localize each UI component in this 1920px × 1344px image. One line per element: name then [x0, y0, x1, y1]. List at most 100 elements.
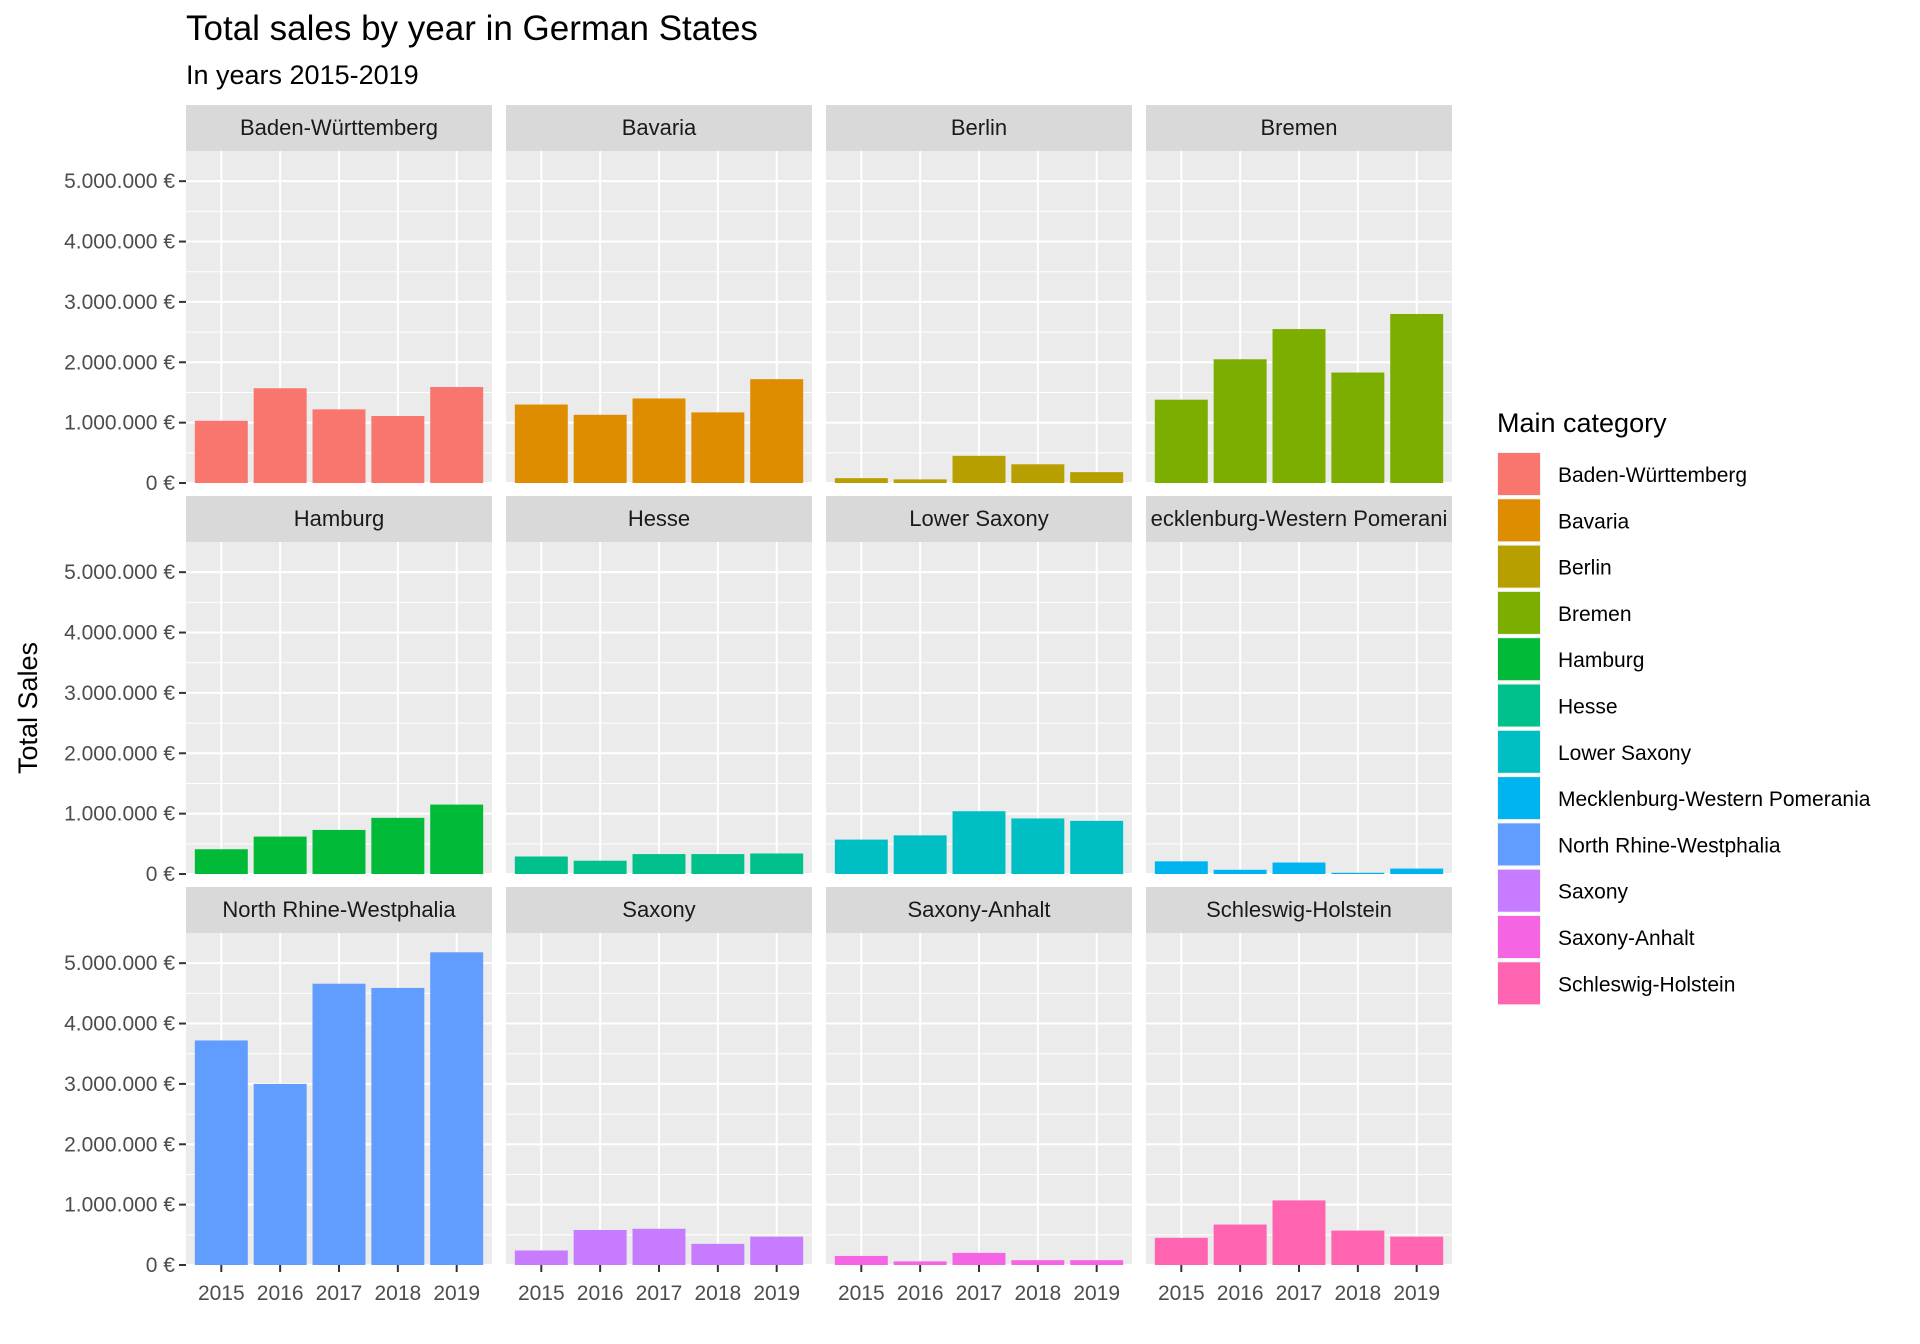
legend-item: Saxony-Anhalt: [1497, 915, 1695, 959]
x-tick-label: 2016: [897, 1282, 944, 1305]
chart-title: Total sales by year in German States: [186, 9, 758, 48]
bar: [1331, 872, 1385, 874]
x-tick-label: 2016: [1217, 1282, 1264, 1305]
facet-strip-label: Saxony: [622, 897, 695, 922]
bar: [253, 1083, 307, 1265]
y-tick-label: 5.000.000 €: [64, 952, 175, 975]
facet-panel: Bavaria: [506, 105, 812, 484]
facet-strip-label: Hamburg: [294, 506, 384, 531]
facet-strip: [826, 496, 1132, 542]
legend-label: Hamburg: [1558, 649, 1644, 672]
facet-strip-label: Baden-Württemberg: [240, 115, 438, 140]
bar: [573, 414, 627, 483]
bar: [834, 1255, 888, 1265]
bar: [834, 839, 888, 874]
legend-swatch: [1498, 638, 1540, 681]
bar: [1390, 313, 1444, 483]
bar: [952, 1252, 1006, 1265]
x-tick-label: 2017: [636, 1282, 683, 1305]
facet-panel: Baden-Württemberg 0 € 1.000.000 € 2.000.000…: [64, 105, 492, 495]
legend-item: Bremen: [1497, 590, 1632, 635]
bar: [691, 854, 745, 874]
bar: [750, 1236, 804, 1265]
facet-strip-label: Bremen: [1260, 115, 1337, 140]
bar: [194, 849, 248, 874]
legend-label: Lower Saxony: [1558, 742, 1692, 765]
x-tick-label: 2019: [433, 1282, 480, 1305]
bar: [1070, 1260, 1124, 1265]
facet-strip: [1146, 887, 1452, 933]
x-tick-label: 2018: [374, 1282, 421, 1305]
bar: [1011, 1260, 1065, 1265]
x-tick-label: 2015: [198, 1282, 245, 1305]
y-tick-label: 4.000.000 €: [64, 622, 175, 645]
facet-panel: North Rhine-Westphalia 0 € 1.000.000 € 2.00…: [64, 887, 492, 1305]
bar: [750, 853, 804, 874]
facet-panel: Schleswig-Holstein 2015 2016 2017 2018 2019: [1146, 887, 1452, 1305]
bar: [1154, 861, 1208, 874]
legend-item: Lower Saxony: [1497, 729, 1692, 774]
y-tick-label: 2.000.000 €: [64, 1133, 175, 1156]
legend-item: Hesse: [1497, 683, 1618, 728]
y-tick-label: 1.000.000 €: [64, 803, 175, 826]
legend-item: Baden-Württemberg: [1497, 452, 1747, 496]
x-tick-label: 2018: [1334, 1282, 1381, 1305]
bar: [952, 455, 1006, 483]
facet-strip: [186, 496, 492, 542]
facet-strip: [826, 105, 1132, 151]
legend-swatch: [1498, 962, 1540, 1005]
legend-swatch: [1498, 777, 1540, 820]
bar: [1213, 1224, 1267, 1265]
facet-strip: [826, 887, 1132, 933]
legend-item: Berlin: [1497, 544, 1612, 589]
facet-strip-label: Lower Saxony: [909, 506, 1048, 531]
facet-strip-label: Hesse: [628, 506, 690, 531]
bar: [1154, 399, 1208, 483]
legend-item: Schleswig-Holstein: [1497, 961, 1735, 1006]
legend-swatch: [1498, 453, 1540, 495]
bar: [514, 1250, 568, 1265]
legend-label: Mecklenburg-Western Pomerania: [1558, 788, 1871, 811]
x-tick-label: 2018: [694, 1282, 741, 1305]
bar: [1213, 869, 1267, 874]
legend-item: North Rhine-Westphalia: [1497, 822, 1781, 867]
y-tick-label: 5.000.000 €: [64, 561, 175, 584]
bar: [1070, 820, 1124, 874]
bar: [1331, 1230, 1385, 1265]
legend-label: Schleswig-Holstein: [1558, 973, 1735, 996]
facet-strip-label: Bavaria: [622, 115, 697, 140]
bar: [573, 860, 627, 874]
x-tick-label: 2016: [577, 1282, 624, 1305]
legend-title: Main category: [1497, 408, 1667, 438]
bar: [632, 1228, 686, 1265]
facet-strip: [506, 496, 812, 542]
legend-swatch: [1498, 730, 1540, 773]
legend: Baden-Württemberg Bavaria Berlin Bremen Hamb…: [1497, 452, 1871, 1006]
bar: [1272, 329, 1326, 483]
bar: [632, 854, 686, 874]
x-tick-label: 2015: [838, 1282, 885, 1305]
facet-strip: [1146, 105, 1452, 151]
bar: [430, 387, 484, 483]
legend-label: Bremen: [1558, 603, 1632, 626]
facet-strip: [506, 887, 812, 933]
legend-swatch: [1498, 591, 1540, 634]
bar: [1390, 1236, 1444, 1265]
bar: [691, 412, 745, 483]
legend-swatch: [1498, 684, 1540, 727]
bar: [514, 404, 568, 483]
bar: [1011, 818, 1065, 874]
facet-strip-label: North Rhine-Westphalia: [222, 897, 456, 922]
legend-swatch: [1498, 823, 1540, 866]
bar: [632, 398, 686, 483]
bar: [893, 479, 947, 483]
bar: [371, 415, 425, 483]
facet-panel: Saxony-Anhalt 2015 2016 2017 2018 2019: [826, 887, 1132, 1305]
x-tick-label: 2019: [1393, 1282, 1440, 1305]
bar: [1154, 1237, 1208, 1265]
bar: [691, 1243, 745, 1265]
facet-strip: [1146, 496, 1452, 542]
legend-item: Saxony: [1497, 868, 1629, 913]
bar: [750, 379, 804, 483]
